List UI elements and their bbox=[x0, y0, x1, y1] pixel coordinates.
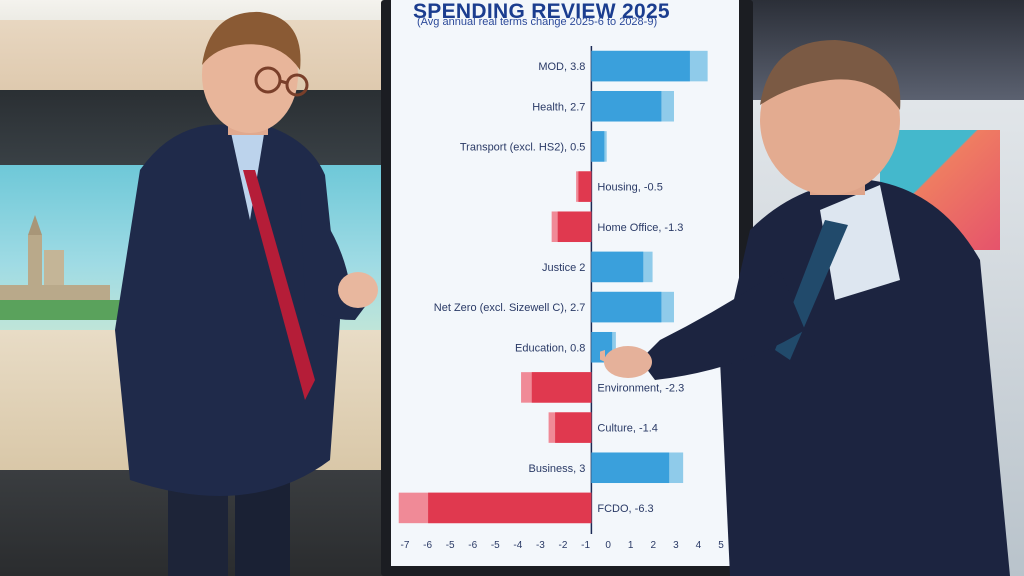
x-tick-label: 2 bbox=[651, 540, 657, 551]
x-tick-label: 5 bbox=[718, 540, 724, 551]
bar-0 bbox=[591, 50, 690, 82]
x-tick-label: -4 bbox=[513, 540, 522, 551]
bar-1 bbox=[591, 90, 662, 122]
bar-label-5: Justice 2 bbox=[542, 262, 585, 274]
x-tick-label: -6 bbox=[423, 540, 432, 551]
bar-label-2: Transport (excl. HS2), 0.5 bbox=[460, 141, 586, 153]
x-tick-label: -6 bbox=[468, 540, 477, 551]
x-tick-label: 3 bbox=[673, 540, 679, 551]
bar-11 bbox=[428, 492, 592, 524]
bar-label-10: Business, 3 bbox=[529, 463, 586, 475]
parliament-skyline bbox=[0, 215, 120, 320]
bar-label-9: Culture, -1.4 bbox=[597, 423, 658, 435]
bar-label-3: Housing, -0.5 bbox=[597, 182, 662, 194]
x-tick-label: -3 bbox=[536, 540, 545, 551]
chart-subtitle: (Avg annual real terms change 2025-6 to … bbox=[417, 16, 658, 28]
x-tick-label: -7 bbox=[401, 540, 410, 551]
x-tick-label: 1 bbox=[628, 540, 634, 551]
bar-label-4: Home Office, -1.3 bbox=[597, 222, 683, 234]
bar-2 bbox=[591, 131, 605, 162]
bar-label-1: Health, 2.7 bbox=[532, 101, 585, 113]
bar-9 bbox=[555, 412, 592, 443]
x-tick-label: 4 bbox=[696, 540, 702, 551]
bar-5 bbox=[591, 251, 644, 283]
bar-10 bbox=[591, 452, 670, 484]
bar-label-11: FCDO, -6.3 bbox=[597, 503, 653, 515]
bar-label-0: MOD, 3.8 bbox=[538, 61, 585, 73]
bar-8 bbox=[531, 372, 592, 403]
x-tick-label: -5 bbox=[491, 540, 500, 551]
touchscreen-display: SPENDING REVIEW 2025 (Avg annual real te… bbox=[391, 0, 739, 566]
bar-4 bbox=[557, 211, 592, 243]
x-tick-label: -2 bbox=[559, 540, 568, 551]
chart-title: SPENDING REVIEW 2025 bbox=[413, 0, 670, 23]
presenter-right bbox=[600, 40, 1010, 576]
x-tick-label: -1 bbox=[581, 540, 590, 551]
bar-label-7: Education, 0.8 bbox=[515, 342, 585, 354]
spending-bar-chart: MOD, 3.8 Health, 2.7 Transport (excl. HS2)… bbox=[398, 46, 724, 551]
presenter-left bbox=[115, 11, 378, 576]
bar-label-6: Net Zero (excl. Sizewell C), 2.7 bbox=[434, 302, 586, 314]
x-tick-label: 0 bbox=[605, 540, 611, 551]
x-tick-label: -5 bbox=[446, 540, 455, 551]
bar-3 bbox=[578, 171, 592, 202]
bar-label-8: Environment, -2.3 bbox=[597, 382, 684, 394]
bar-6 bbox=[591, 291, 662, 323]
